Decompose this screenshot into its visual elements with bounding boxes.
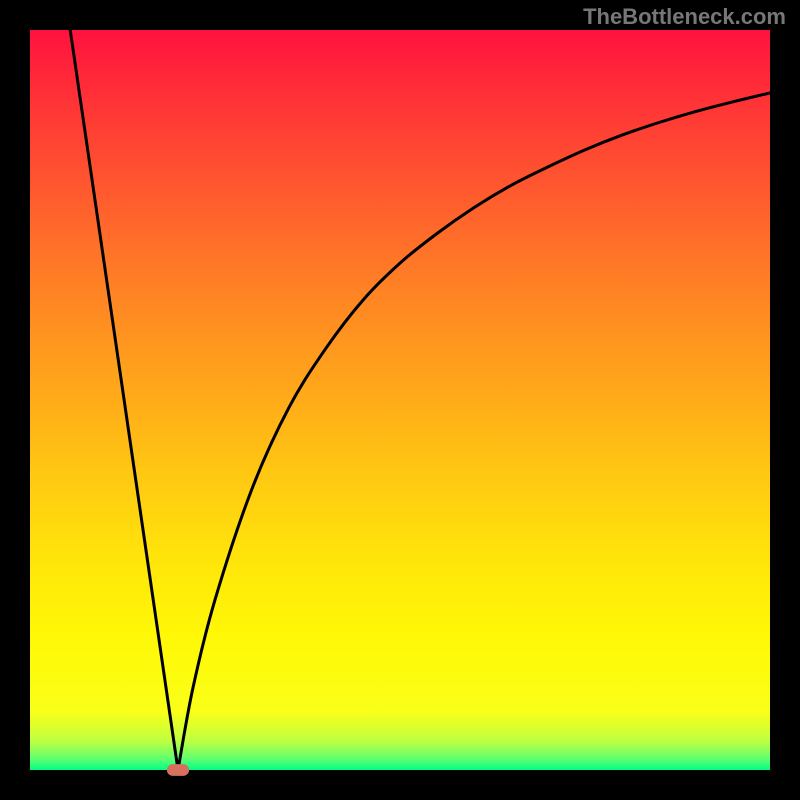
chart-svg: [0, 0, 800, 800]
attribution-text: TheBottleneck.com: [583, 4, 786, 30]
bottleneck-chart: TheBottleneck.com: [0, 0, 800, 800]
chart-background: [30, 30, 770, 770]
optimal-point-marker: [167, 764, 189, 776]
